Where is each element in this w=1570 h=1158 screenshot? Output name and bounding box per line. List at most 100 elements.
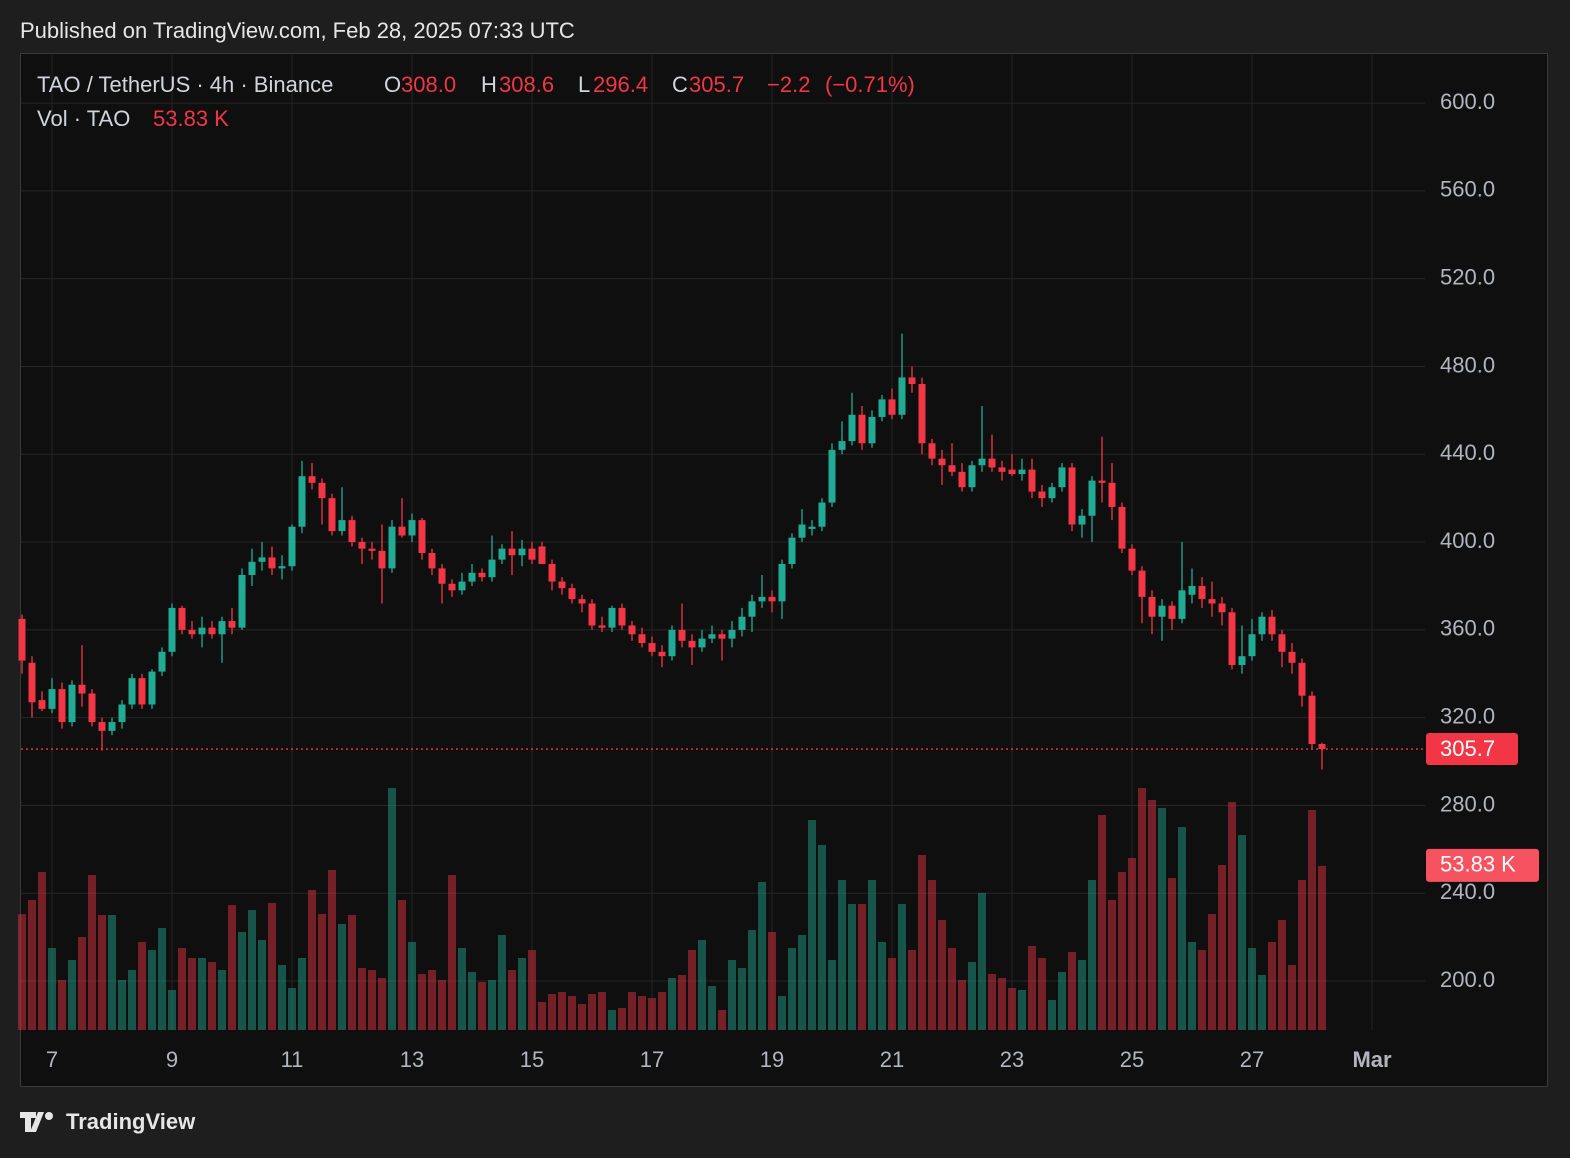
candle-body: [38, 700, 46, 709]
x-tick-label: 25: [1120, 1047, 1144, 1072]
candle-body: [198, 627, 206, 635]
volume-bar: [138, 942, 146, 1030]
y-tick-label: 560.0: [1440, 177, 1495, 202]
volume-bar: [708, 986, 716, 1030]
volume-bar: [848, 904, 856, 1030]
price-badge: [1426, 733, 1518, 766]
volume-bar: [268, 902, 276, 1030]
volume-bar: [128, 970, 136, 1030]
candle-body: [1118, 506, 1126, 549]
candle-body: [1128, 548, 1136, 571]
legend-letter: L: [578, 72, 590, 97]
volume-bar: [548, 993, 556, 1030]
published-note: Published on TradingView.com, Feb 28, 20…: [20, 18, 575, 43]
candle-body: [1148, 596, 1156, 617]
volume-bar: [578, 1003, 586, 1030]
volume-bar: [988, 973, 996, 1030]
volume-bar: [218, 970, 226, 1030]
candle-body: [968, 465, 976, 488]
candle-body: [1298, 662, 1306, 696]
candle-body: [498, 548, 506, 560]
volume-bar: [788, 947, 796, 1030]
volume-bar: [1168, 877, 1176, 1030]
candle-body: [298, 476, 306, 527]
volume-bar: [808, 820, 816, 1030]
x-tick-label: 9: [166, 1047, 178, 1072]
candle-body: [268, 557, 276, 569]
volume-bar: [918, 855, 926, 1030]
candle-body: [658, 651, 666, 657]
volume-bar: [538, 1002, 546, 1030]
candle-body: [778, 564, 786, 602]
candle-body: [488, 559, 496, 578]
volume-bar: [778, 996, 786, 1030]
legend-value: 308.6: [499, 72, 554, 97]
volume-bar: [348, 915, 356, 1030]
volume-bar: [1158, 807, 1166, 1030]
candle-body: [478, 572, 486, 578]
candle-body: [138, 678, 146, 705]
y-tick-label: 360.0: [1440, 616, 1495, 641]
volume-bar: [1088, 880, 1096, 1030]
volume-bar: [488, 980, 496, 1030]
legend-value: 308.0: [401, 72, 456, 97]
candle-body: [688, 640, 696, 648]
volume-bar: [818, 845, 826, 1030]
candle-body: [1048, 487, 1056, 499]
volume-bar: [908, 950, 916, 1030]
volume-bar: [298, 957, 306, 1030]
y-tick-label: 440.0: [1440, 440, 1495, 465]
candle-body: [288, 526, 296, 567]
candle-body: [798, 524, 806, 538]
x-tick-label: 17: [640, 1047, 664, 1072]
candle-body: [618, 607, 626, 626]
volume-bar: [58, 980, 66, 1030]
volume-bar: [838, 880, 846, 1030]
x-tick-label: 13: [400, 1047, 424, 1072]
volume-bar: [698, 940, 706, 1030]
y-tick-label: 240.0: [1440, 879, 1495, 904]
volume-bar: [1318, 865, 1326, 1030]
candle-body: [208, 627, 216, 635]
y-tick-label: 480.0: [1440, 352, 1495, 377]
y-tick-label: 200.0: [1440, 967, 1495, 992]
volume-value: 53.83 K: [153, 106, 229, 131]
volume-bar: [1048, 1000, 1056, 1030]
candle-body: [1238, 656, 1246, 665]
volume-bar: [1248, 947, 1256, 1030]
candle-body: [1098, 480, 1106, 483]
volume-bar: [1078, 960, 1086, 1030]
volume-bar: [1298, 880, 1306, 1030]
volume-bar: [1258, 975, 1266, 1030]
volume-bar: [568, 996, 576, 1030]
volume-bar: [998, 977, 1006, 1030]
volume-bar: [738, 967, 746, 1030]
volume-bar: [498, 935, 506, 1030]
volume-bar: [368, 970, 376, 1030]
candle-body: [528, 548, 536, 560]
candle-body: [638, 634, 646, 644]
brand: TradingView: [66, 1109, 196, 1134]
candle-body: [128, 678, 136, 705]
candle-body: [68, 684, 76, 723]
candle-body: [818, 502, 826, 527]
candle-body: [728, 629, 736, 639]
candle-body: [388, 526, 396, 569]
candle-body: [1218, 603, 1226, 613]
candle-body: [1018, 469, 1026, 475]
volume-bar: [1128, 857, 1136, 1030]
candle-body: [988, 458, 996, 468]
volume-bar: [1148, 800, 1156, 1030]
symbol: TAO / TetherUS · 4h · Binance: [37, 72, 333, 97]
candle-body: [1008, 469, 1016, 475]
volume-bar: [48, 947, 56, 1030]
volume-bar: [888, 957, 896, 1030]
volume-bar: [668, 977, 676, 1030]
volume-bar: [318, 913, 326, 1030]
candle-body: [948, 465, 956, 472]
volume-bar: [168, 990, 176, 1030]
candle-body: [568, 588, 576, 600]
volume-bar: [598, 992, 606, 1030]
x-tick-label: 11: [281, 1047, 304, 1072]
candle-body: [278, 566, 286, 569]
